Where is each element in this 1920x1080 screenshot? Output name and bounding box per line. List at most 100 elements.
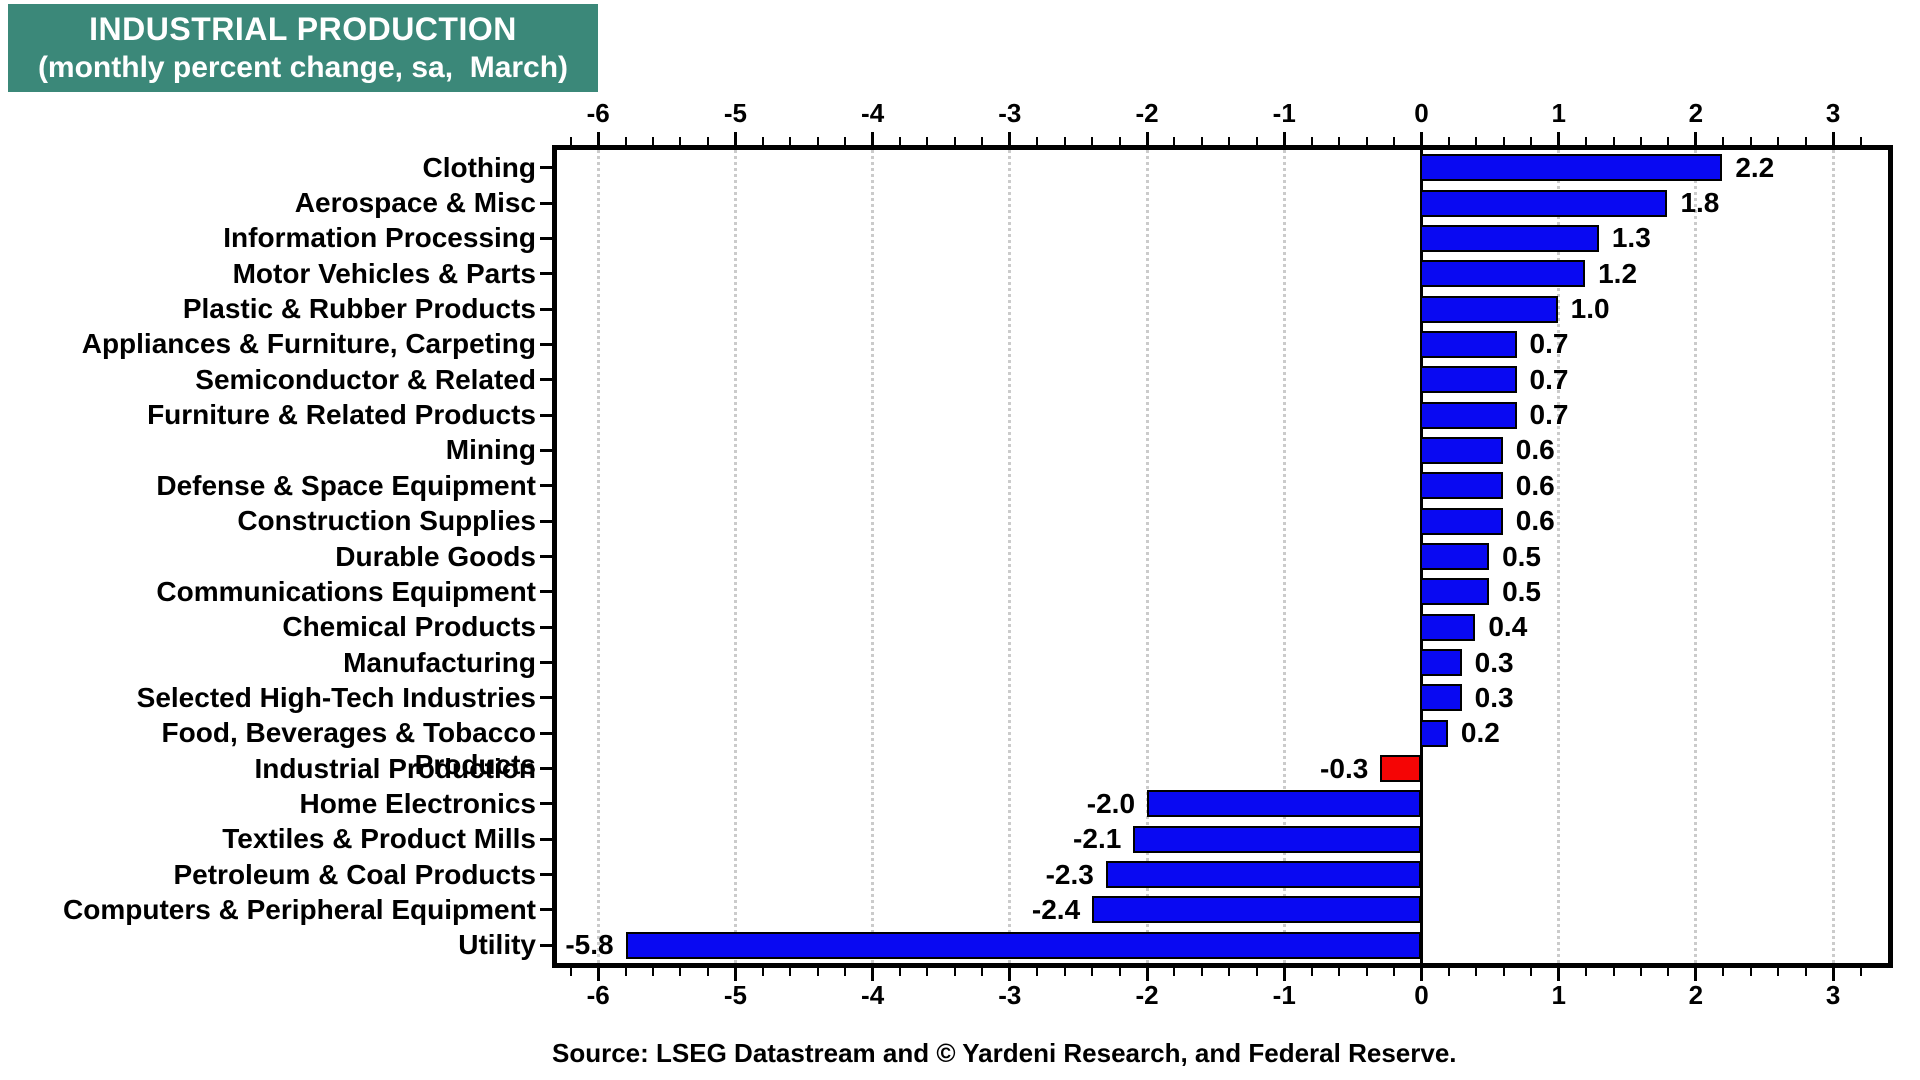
axis-tick-label: 0: [1414, 98, 1429, 128]
bar: [1420, 295, 1558, 323]
axis-tick: [1667, 968, 1670, 976]
value-label: 0.5: [1502, 540, 1541, 572]
bar: [1420, 260, 1586, 288]
value-label: 0.6: [1515, 505, 1555, 537]
axis-tick: [1228, 137, 1231, 145]
category-label: Utility: [458, 929, 536, 961]
axis-tick: [1365, 137, 1368, 145]
axis-tick: [652, 137, 655, 145]
axis-tick: [761, 968, 764, 976]
axis-tick: [1804, 968, 1807, 976]
gridline: [871, 150, 875, 963]
value-label: 1.2: [1598, 257, 1638, 289]
axis-tick: [871, 132, 875, 145]
axis-tick: [1722, 968, 1725, 976]
axis-tick: [679, 137, 682, 145]
axis-tick: [1145, 968, 1149, 981]
y-axis-tick: [540, 448, 552, 452]
axis-tick: [1447, 137, 1450, 145]
axis-tick: [816, 968, 819, 976]
axis-tick: [1859, 137, 1862, 145]
axis-tick: [1831, 968, 1835, 981]
axis-tick: [1749, 137, 1752, 145]
axis-tick: [789, 137, 792, 145]
axis-tick: [1475, 137, 1478, 145]
value-label: -2.3: [1045, 858, 1094, 890]
y-axis-tick: [540, 837, 552, 841]
y-axis-tick: [540, 873, 552, 877]
axis-tick-label: 0: [1414, 980, 1429, 1010]
category-label: Construction Supplies: [237, 505, 536, 537]
category-label: Mining: [445, 434, 536, 466]
axis-tick: [706, 137, 709, 145]
axis-tick: [733, 968, 737, 981]
bar: [1420, 366, 1517, 394]
axis-tick-label: -4: [861, 980, 885, 1010]
axis-tick: [733, 132, 737, 145]
chart-subtitle: (monthly percent change, sa, March): [37, 51, 569, 85]
axis-tick: [1173, 137, 1176, 145]
axis-tick: [1804, 137, 1807, 145]
axis-tick: [706, 968, 709, 976]
bar: [1420, 330, 1517, 358]
bar: [1105, 861, 1422, 889]
axis-tick-label: -1: [1272, 980, 1296, 1010]
bar: [1420, 436, 1503, 464]
category-label: Furniture & Related Products: [147, 399, 536, 431]
axis-tick: [1530, 137, 1533, 145]
axis-tick-label: -5: [723, 980, 747, 1010]
bar: [1420, 719, 1448, 747]
y-axis-tick: [540, 413, 552, 417]
axis-tick: [761, 137, 764, 145]
bar: [1420, 189, 1668, 217]
axis-tick: [1255, 137, 1258, 145]
y-axis-tick: [540, 661, 552, 665]
axis-tick: [844, 968, 847, 976]
axis-tick: [1338, 137, 1341, 145]
gridline: [1282, 150, 1286, 963]
category-label: Plastic & Rubber Products: [182, 293, 536, 325]
category-label: Home Electronics: [299, 787, 536, 819]
axis-tick-label: -2: [1135, 98, 1159, 128]
y-axis-tick: [540, 802, 552, 806]
axis-tick: [844, 137, 847, 145]
bar: [1147, 790, 1422, 818]
category-label: Defense & Space Equipment: [156, 469, 536, 501]
category-label: Appliances & Furniture, Carpeting: [81, 328, 536, 360]
y-axis-tick: [540, 519, 552, 523]
category-label: Food, Beverages & Tobacco Products: [161, 717, 536, 781]
axis-tick: [871, 968, 875, 981]
gridline: [596, 150, 600, 963]
axis-tick: [569, 137, 572, 145]
value-label: 0.7: [1529, 399, 1569, 431]
category-label: Durable Goods: [335, 540, 536, 572]
axis-tick: [624, 968, 627, 976]
axis-tick-label: -5: [723, 98, 747, 128]
axis-tick-label: 2: [1688, 980, 1704, 1010]
value-label: 1.0: [1570, 293, 1610, 325]
axis-tick: [1722, 137, 1725, 145]
value-label: -2.0: [1086, 787, 1136, 819]
y-axis-tick: [540, 272, 552, 276]
value-label: 0.5: [1502, 575, 1541, 607]
axis-tick: [1502, 968, 1505, 976]
axis-tick: [789, 968, 792, 976]
axis-tick-label: -3: [998, 98, 1022, 128]
gridline: [1694, 150, 1698, 963]
axis-tick: [1036, 968, 1039, 976]
axis-tick-label: -2: [1135, 980, 1159, 1010]
y-axis-tick: [540, 625, 552, 629]
value-label: 0.4: [1488, 611, 1528, 643]
axis-tick: [1173, 968, 1176, 976]
y-axis-tick: [540, 731, 552, 735]
value-label: 0.3: [1474, 646, 1514, 678]
y-axis-tick: [540, 342, 552, 346]
bar: [1420, 401, 1517, 429]
bar-highlighted: [1380, 755, 1422, 783]
axis-tick: [953, 137, 956, 145]
axis-tick: [899, 137, 902, 145]
y-axis-tick: [540, 484, 552, 488]
axis-tick: [1393, 968, 1396, 976]
axis-tick: [1557, 968, 1561, 981]
axis-tick: [1118, 968, 1121, 976]
